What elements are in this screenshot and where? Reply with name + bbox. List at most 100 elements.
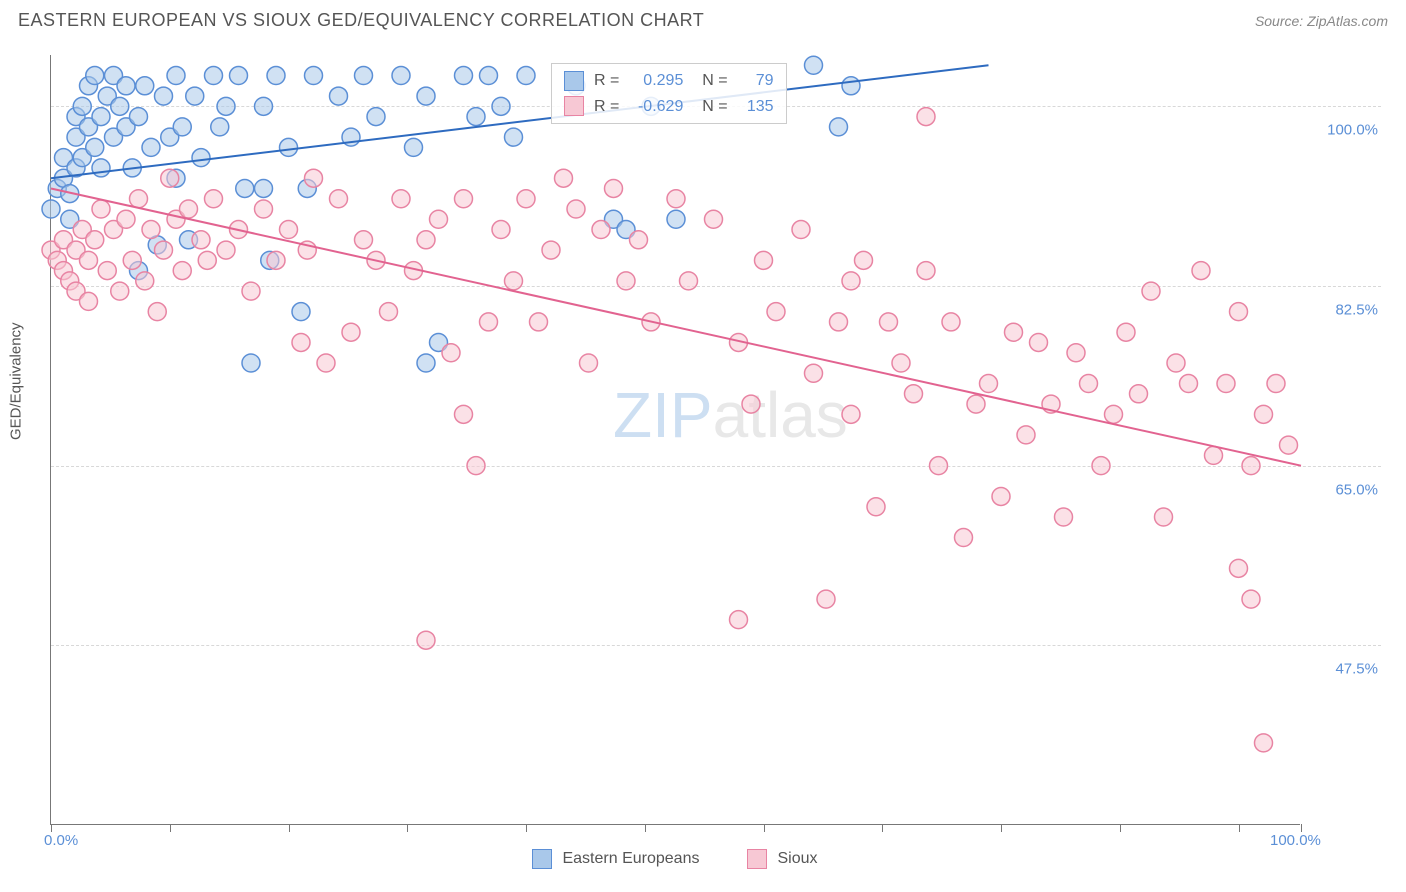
data-point [255, 97, 273, 115]
x-tick [1001, 824, 1002, 832]
chart-title: EASTERN EUROPEAN VS SIOUX GED/EQUIVALENC… [18, 10, 704, 31]
data-point [330, 190, 348, 208]
data-point [867, 498, 885, 516]
data-point [480, 313, 498, 331]
data-point [617, 272, 635, 290]
data-point [80, 292, 98, 310]
data-point [1055, 508, 1073, 526]
data-point [186, 87, 204, 105]
data-point [1230, 303, 1248, 321]
bottom-legend: Eastern Europeans Sioux [50, 849, 1300, 869]
stats-row-series1: R = 0.295 N = 79 [564, 68, 774, 94]
data-point [1105, 405, 1123, 423]
data-point [855, 251, 873, 269]
data-point [73, 97, 91, 115]
data-point [1205, 446, 1223, 464]
data-point [417, 631, 435, 649]
data-point [842, 77, 860, 95]
data-point [342, 323, 360, 341]
x-tick [170, 824, 171, 832]
data-point [392, 190, 410, 208]
data-point [1030, 333, 1048, 351]
stat-n-label: N = [693, 94, 727, 120]
data-point [1005, 323, 1023, 341]
data-point [542, 241, 560, 259]
data-point [930, 457, 948, 475]
data-point [605, 179, 623, 197]
data-point [230, 67, 248, 85]
x-tick [51, 824, 52, 832]
data-point [942, 313, 960, 331]
data-point [242, 354, 260, 372]
data-point [455, 67, 473, 85]
data-point [892, 354, 910, 372]
stats-box: R = 0.295 N = 79 R = -0.629 N = 135 [551, 63, 787, 124]
data-point [86, 231, 104, 249]
data-point [1230, 559, 1248, 577]
data-point [161, 169, 179, 187]
scatter-svg [51, 55, 1301, 825]
stat-r-value-2: -0.629 [629, 94, 683, 120]
data-point [192, 149, 210, 167]
x-tick [407, 824, 408, 832]
data-point [255, 200, 273, 218]
data-point [680, 272, 698, 290]
data-point [917, 108, 935, 126]
data-point [155, 87, 173, 105]
data-point [355, 231, 373, 249]
x-tick [645, 824, 646, 832]
data-point [817, 590, 835, 608]
data-point [455, 405, 473, 423]
data-point [355, 67, 373, 85]
data-point [842, 405, 860, 423]
x-tick [1301, 824, 1302, 832]
data-point [92, 108, 110, 126]
data-point [1217, 375, 1235, 393]
legend-swatch-2 [747, 849, 767, 869]
data-point [305, 67, 323, 85]
legend-label-1: Eastern Europeans [562, 850, 699, 868]
y-axis-label: GED/Equivalency [8, 322, 25, 440]
data-point [173, 262, 191, 280]
data-point [792, 221, 810, 239]
data-point [317, 354, 335, 372]
data-point [505, 128, 523, 146]
stats-row-series2: R = -0.629 N = 135 [564, 94, 774, 120]
data-point [130, 190, 148, 208]
x-tick [526, 824, 527, 832]
data-point [142, 221, 160, 239]
data-point [705, 210, 723, 228]
data-point [180, 200, 198, 218]
data-point [205, 190, 223, 208]
data-point [86, 138, 104, 156]
data-point [198, 251, 216, 269]
data-point [80, 251, 98, 269]
x-tick [764, 824, 765, 832]
data-point [392, 67, 410, 85]
data-point [967, 395, 985, 413]
data-point [330, 87, 348, 105]
y-tick-label: 100.0% [1308, 122, 1378, 139]
data-point [305, 169, 323, 187]
data-point [455, 190, 473, 208]
data-point [630, 231, 648, 249]
data-point [1080, 375, 1098, 393]
data-point [236, 179, 254, 197]
x-tick [1120, 824, 1121, 832]
data-point [505, 272, 523, 290]
data-point [211, 118, 229, 136]
data-point [136, 272, 154, 290]
data-point [492, 97, 510, 115]
plot-area: ZIPatlas 100.0%82.5%65.0%47.5% R = 0.295… [50, 55, 1300, 825]
data-point [242, 282, 260, 300]
data-point [1130, 385, 1148, 403]
data-point [205, 67, 223, 85]
data-point [292, 303, 310, 321]
data-point [1017, 426, 1035, 444]
data-point [142, 138, 160, 156]
data-point [1242, 457, 1260, 475]
data-point [880, 313, 898, 331]
stat-r-value-1: 0.295 [629, 68, 683, 94]
data-point [805, 364, 823, 382]
data-point [580, 354, 598, 372]
